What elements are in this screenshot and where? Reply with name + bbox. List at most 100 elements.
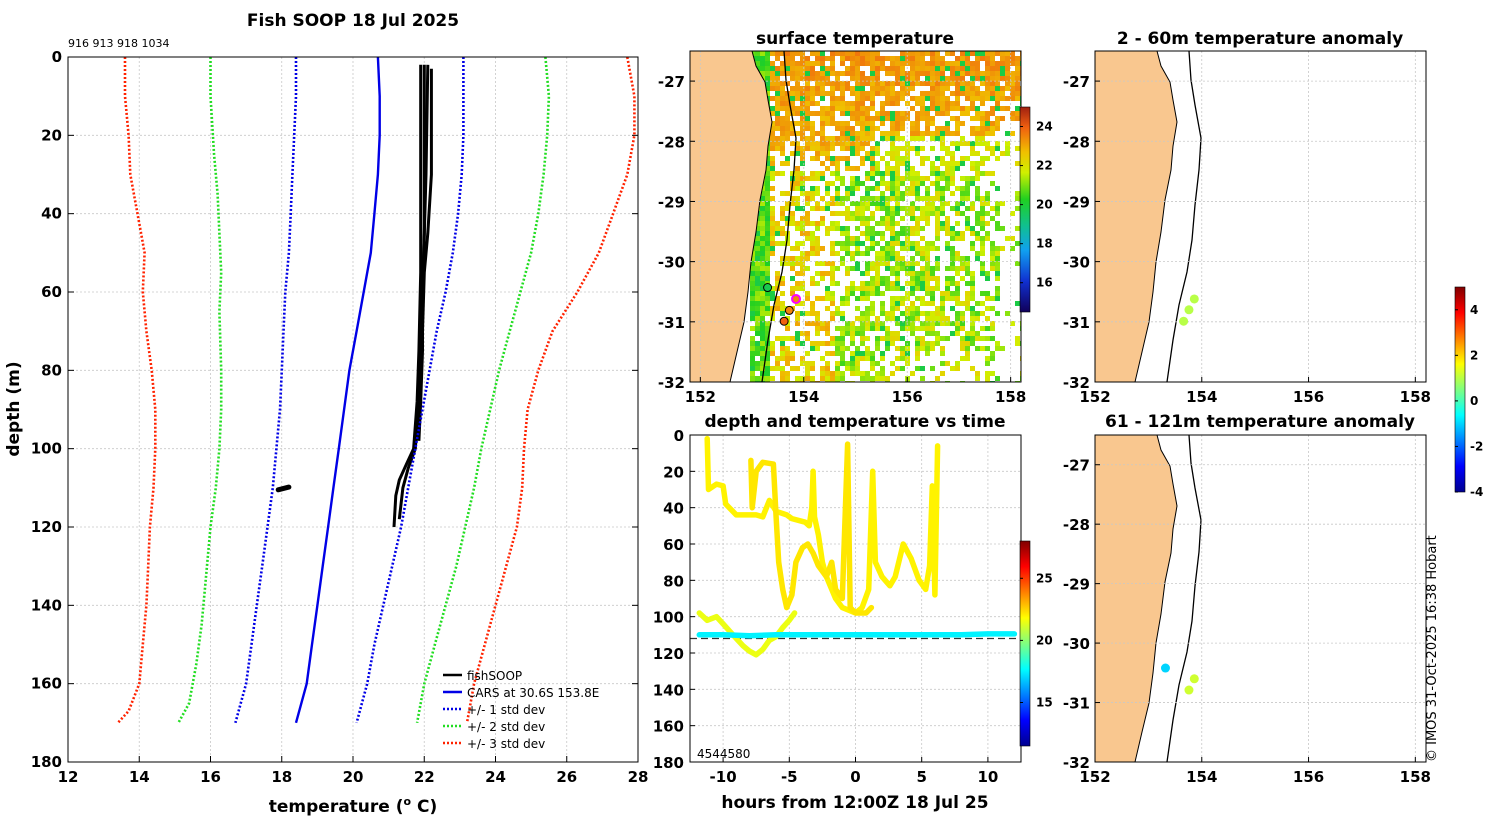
sst-cell [910,256,915,261]
sst-cell [750,281,755,286]
sst-cell [815,71,820,76]
sst-cell [880,111,885,116]
sst-cell [770,291,775,296]
anomaly-deep-ytick-label: -30 [1063,635,1090,653]
sst-cell [805,71,810,76]
sst-cell [865,201,870,206]
sst-cell [815,271,820,276]
sst-cell [960,196,965,201]
anomaly-61-121m-map: 61 - 121m temperature anomaly 152 154 156 1… [1063,286,1483,786]
sst-cell [990,206,995,211]
sst-cell [860,356,865,361]
sst-cell [985,66,990,71]
sst-cell [935,131,940,136]
sst-cell [940,136,945,141]
credit-text: © IMOS 31-Oct-2025 16:38 Hobart [1425,535,1440,762]
sst-cell [955,146,960,151]
sst-cell [775,226,780,231]
sst-cell [985,306,990,311]
sst-cell [795,166,800,171]
sst-cell [990,131,995,136]
sst-cell [755,286,760,291]
sst-cell [900,51,905,56]
sst-cell [825,341,830,346]
sst-cell [770,231,775,236]
sst-cell [835,76,840,81]
sst-cell [850,136,855,141]
sst-cell [795,221,800,226]
sst-cell [965,96,970,101]
sst-cell [1000,151,1005,156]
sst-cell [895,146,900,151]
sst-cell [875,221,880,226]
profile-ytick-label: 20 [41,126,62,144]
sst-cell [930,96,935,101]
sst-cell [900,266,905,271]
sst-cell [965,261,970,266]
sst-cell [970,296,975,301]
sst-cell [1010,91,1015,96]
sst-cell [915,191,920,196]
sst-cell [895,286,900,291]
sst-cell [780,86,785,91]
sst-cell [860,206,865,211]
sst-cell [890,166,895,171]
sst-cell [855,61,860,66]
sst-cell [800,51,805,56]
sst-cell [760,211,765,216]
sst-cell [835,241,840,246]
profile-xtick-label: 22 [414,768,435,786]
sst-cell [960,56,965,61]
sst-cell [895,201,900,206]
sst-cell [910,311,915,316]
sst-cell [980,311,985,316]
sst-cell [930,341,935,346]
anomaly-shallow-point [1179,316,1189,326]
sst-cell [895,306,900,311]
sst-cell [965,351,970,356]
sst-cell [895,151,900,156]
sst-cell [865,326,870,331]
sst-cell [955,361,960,366]
sst-cell [795,111,800,116]
sst-cell [975,106,980,111]
sst-cell [780,211,785,216]
sst-cell [815,341,820,346]
sst-cell [890,286,895,291]
sst-cell [930,106,935,111]
sst-cell [960,326,965,331]
sst-cell [985,201,990,206]
sst-cell [805,116,810,121]
sst-cell [885,216,890,221]
sst-cell [875,56,880,61]
sst-cell [820,176,825,181]
sst-cell [930,116,935,121]
sst-cell [870,171,875,176]
sst-cell [880,171,885,176]
sst-cell [975,66,980,71]
sst-cell [830,156,835,161]
sst-cell [820,206,825,211]
sst-cell [915,126,920,131]
sst-cell [925,196,930,201]
sst-cell [820,131,825,136]
sst-cell [855,116,860,121]
sst-cell [870,126,875,131]
sst-cell [780,351,785,356]
sst-cell [950,281,955,286]
depth-time-ytick-label: 100 [653,609,684,627]
sst-cell [855,316,860,321]
sst-cell [955,101,960,106]
depth-time-ytick-label: 60 [663,536,684,554]
sst-cell [830,121,835,126]
sst-cell [925,281,930,286]
sst-cell [825,106,830,111]
sst-cell [855,81,860,86]
sst-cell [915,246,920,251]
sst-cell [895,346,900,351]
sst-cell [935,226,940,231]
profile-ytick-label: 80 [41,361,62,379]
sst-cell [870,156,875,161]
sst-cell [895,96,900,101]
